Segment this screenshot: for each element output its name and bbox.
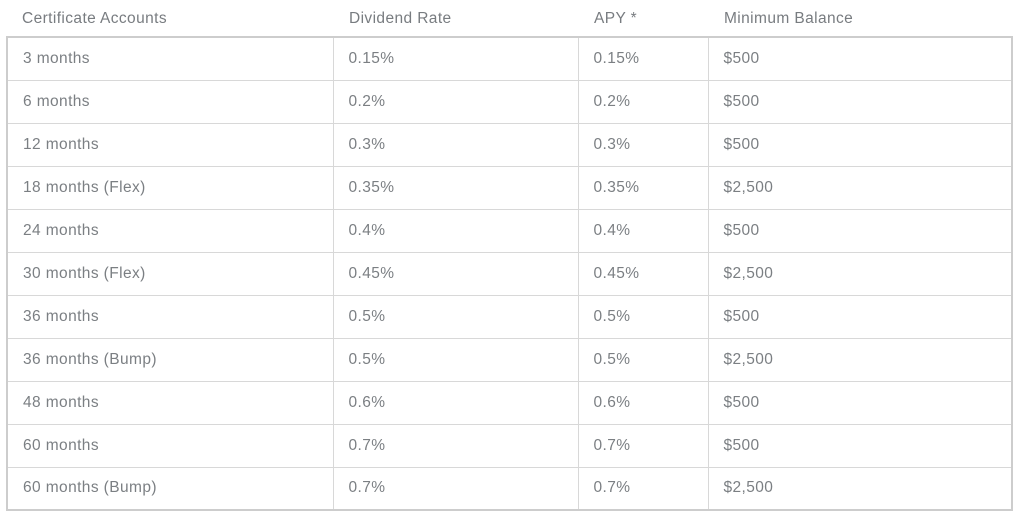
table-row: 3 months 0.15% 0.15% $500 [6, 36, 1013, 81]
cell-minimum-balance: $500 [707, 208, 1013, 253]
cell-dividend-rate: 0.7% [332, 466, 579, 511]
cell-minimum-balance: $2,500 [707, 165, 1013, 210]
cell-minimum-balance: $2,500 [707, 251, 1013, 296]
table-row: 30 months (Flex) 0.45% 0.45% $2,500 [6, 251, 1013, 296]
cell-dividend-rate: 0.7% [332, 423, 579, 468]
cell-minimum-balance: $2,500 [707, 337, 1013, 382]
cell-dividend-rate: 0.35% [332, 165, 579, 210]
table-header-row: Certificate Accounts Dividend Rate APY *… [6, 0, 1013, 36]
certificate-rates-table: 3 months 0.15% 0.15% $500 6 months 0.2% … [6, 36, 1013, 511]
cell-dividend-rate: 0.2% [332, 79, 579, 124]
cell-minimum-balance: $500 [707, 36, 1013, 81]
cell-term: 18 months (Flex) [6, 165, 334, 210]
column-header-dividend-rate: Dividend Rate [349, 10, 452, 27]
cell-apy: 0.35% [577, 165, 709, 210]
cell-apy: 0.15% [577, 36, 709, 81]
cell-term: 36 months (Bump) [6, 337, 334, 382]
table-row: 60 months (Bump) 0.7% 0.7% $2,500 [6, 466, 1013, 511]
table-row: 48 months 0.6% 0.6% $500 [6, 380, 1013, 425]
cell-dividend-rate: 0.6% [332, 380, 579, 425]
cell-term: 3 months [6, 36, 334, 81]
table-row: 36 months (Bump) 0.5% 0.5% $2,500 [6, 337, 1013, 382]
table-row: 36 months 0.5% 0.5% $500 [6, 294, 1013, 339]
table-row: 24 months 0.4% 0.4% $500 [6, 208, 1013, 253]
cell-dividend-rate: 0.4% [332, 208, 579, 253]
table-row: 60 months 0.7% 0.7% $500 [6, 423, 1013, 468]
cell-term: 6 months [6, 79, 334, 124]
cell-dividend-rate: 0.5% [332, 337, 579, 382]
cell-term: 36 months [6, 294, 334, 339]
cell-apy: 0.5% [577, 294, 709, 339]
cell-apy: 0.3% [577, 122, 709, 167]
cell-term: 60 months [6, 423, 334, 468]
cell-apy: 0.5% [577, 337, 709, 382]
cell-apy: 0.4% [577, 208, 709, 253]
certificate-rates-section: Certificate Accounts Dividend Rate APY *… [6, 0, 1013, 511]
cell-minimum-balance: $500 [707, 423, 1013, 468]
cell-apy: 0.7% [577, 466, 709, 511]
cell-apy: 0.2% [577, 79, 709, 124]
cell-term: 24 months [6, 208, 334, 253]
table-row: 6 months 0.2% 0.2% $500 [6, 79, 1013, 124]
cell-term: 48 months [6, 380, 334, 425]
cell-apy: 0.7% [577, 423, 709, 468]
column-header-certificate-accounts: Certificate Accounts [22, 10, 167, 27]
cell-dividend-rate: 0.5% [332, 294, 579, 339]
cell-minimum-balance: $500 [707, 294, 1013, 339]
column-header-minimum-balance: Minimum Balance [724, 10, 854, 27]
cell-apy: 0.45% [577, 251, 709, 296]
table-row: 12 months 0.3% 0.3% $500 [6, 122, 1013, 167]
column-header-apy: APY * [594, 10, 638, 27]
cell-minimum-balance: $2,500 [707, 466, 1013, 511]
cell-minimum-balance: $500 [707, 380, 1013, 425]
cell-term: 12 months [6, 122, 334, 167]
cell-minimum-balance: $500 [707, 79, 1013, 124]
cell-dividend-rate: 0.3% [332, 122, 579, 167]
table-row: 18 months (Flex) 0.35% 0.35% $2,500 [6, 165, 1013, 210]
cell-term: 60 months (Bump) [6, 466, 334, 511]
cell-dividend-rate: 0.15% [332, 36, 579, 81]
cell-dividend-rate: 0.45% [332, 251, 579, 296]
cell-term: 30 months (Flex) [6, 251, 334, 296]
cell-apy: 0.6% [577, 380, 709, 425]
cell-minimum-balance: $500 [707, 122, 1013, 167]
